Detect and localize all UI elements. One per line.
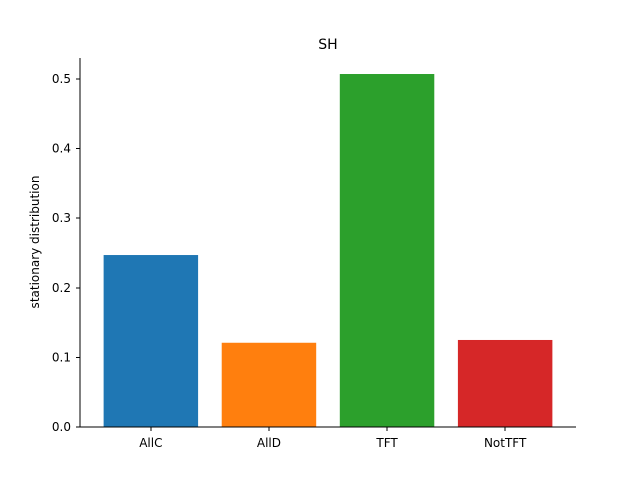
y-tick-label: 0.4	[52, 142, 71, 156]
y-tick-label: 0.0	[52, 420, 71, 434]
y-tick-label: 0.2	[52, 281, 71, 295]
chart-title: SH	[318, 37, 337, 53]
bar-tft	[339, 74, 435, 427]
x-tick-label: NotTFT	[484, 436, 527, 450]
y-axis-ticks: 0.0 0.1 0.2 0.3 0.4 0.5	[52, 72, 80, 434]
y-tick-label: 0.5	[52, 72, 71, 86]
bar-nottft	[457, 339, 553, 427]
x-axis-ticks: AllC AllD TFT NotTFT	[139, 427, 527, 450]
x-tick-label: TFT	[375, 436, 398, 450]
x-tick-label: AllD	[257, 436, 281, 450]
bars-layer	[103, 74, 553, 427]
bar-alld	[221, 342, 317, 427]
bar-allc	[103, 255, 199, 427]
x-tick-label: AllC	[139, 436, 162, 450]
y-tick-label: 0.1	[52, 350, 71, 364]
y-tick-label: 0.3	[52, 211, 71, 225]
y-axis-label: stationary distribution	[28, 176, 42, 309]
